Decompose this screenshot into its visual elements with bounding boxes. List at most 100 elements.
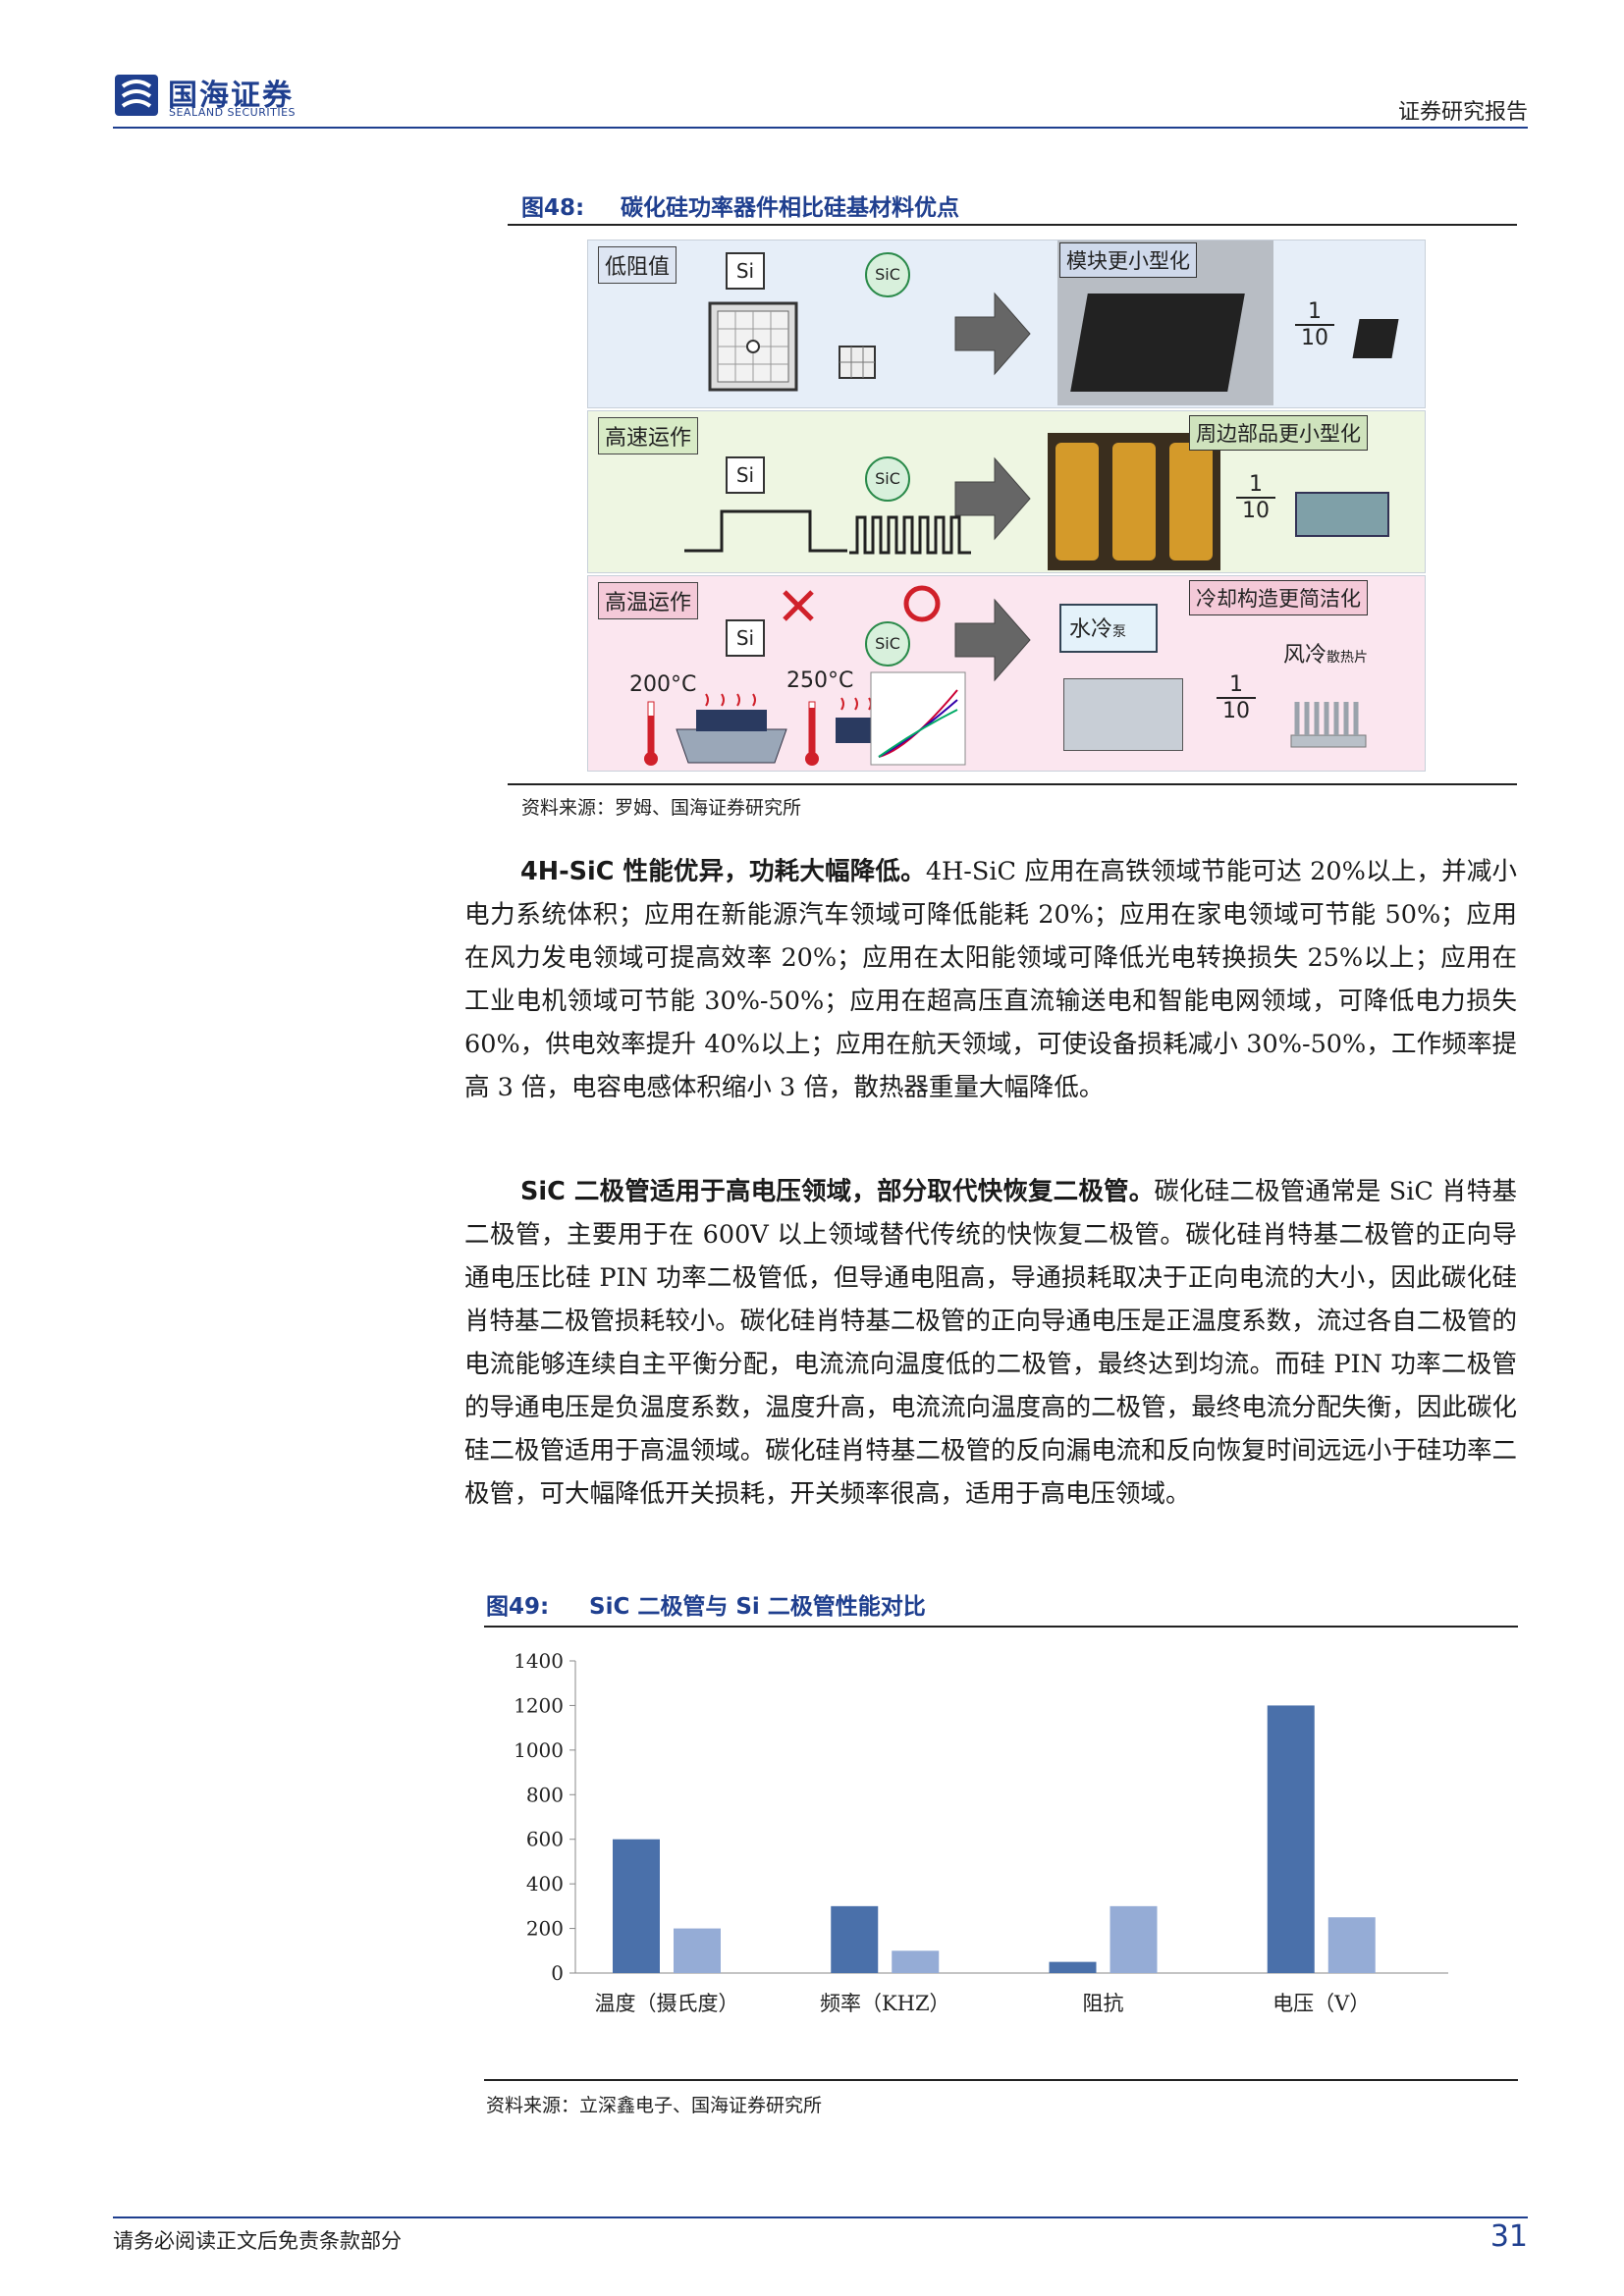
result-high-speed: 周边部品更小型化 xyxy=(1189,415,1368,451)
circle-mark-icon xyxy=(903,585,941,622)
report-type: 证券研究报告 xyxy=(1397,100,1528,125)
y-tick-label: 600 xyxy=(526,1828,564,1851)
figure48-title: 碳化硅功率器件相比硅基材料优点 xyxy=(621,195,959,221)
sic-chip-label: SiC xyxy=(865,621,910,667)
sic-vs-si-bar-chart: 0 200 400 600 800 1000 1200 1400 温度（摄氏度） 频率（KHZ） 阻… xyxy=(514,1649,1448,2015)
result-low-resistance: 模块更小型化 xyxy=(1059,242,1197,278)
x-category-label: 温度（摄氏度） xyxy=(595,1992,739,2015)
y-tick-label: 1200 xyxy=(514,1693,564,1717)
bar-series1-3 xyxy=(1049,1961,1097,1973)
row-label-low-resistance: 低阻值 xyxy=(598,246,677,284)
bar-series2-4 xyxy=(1327,1917,1376,1973)
water-cool-label: 水冷 xyxy=(1069,617,1113,642)
figure49-source: 资料来源：立深鑫电子、国海证券研究所 xyxy=(486,2095,823,2116)
si-temperature: 200°C xyxy=(629,672,697,697)
bar-series1-4 xyxy=(1267,1705,1315,1973)
brand-name-cn: 国海证券 xyxy=(168,79,294,113)
arrow-right-icon xyxy=(954,456,1031,541)
si-wafer-icon xyxy=(708,301,798,392)
bar-series2-3 xyxy=(1110,1905,1158,1973)
paragraph2-body: 碳化硅二极管通常是 SiC 肖特基二极管，主要用于在 600V 以上领域替代传统… xyxy=(464,1177,1517,1509)
figure49-bottom-rule xyxy=(484,2079,1518,2081)
thermometer-icon xyxy=(805,701,819,766)
paragraph-sic-performance: 4H-SiC 性能优异，功耗大幅降低。4H-SiC 应用在高铁领域节能可达 20… xyxy=(464,850,1517,1109)
ratio-bottom: 10 xyxy=(1217,697,1256,723)
figure48-row-high-temp: 高温运作 Si SiC 200°C 250°C 水冷泵 冷却构造更简洁化 xyxy=(587,575,1426,772)
figure49-top-rule xyxy=(484,1626,1518,1628)
small-inductor-photo xyxy=(1295,492,1389,537)
header-divider xyxy=(113,127,1528,129)
water-cooled-plate-photo xyxy=(1063,678,1183,751)
figure48-top-rule xyxy=(508,224,1517,226)
slow-pulse-waveform-icon xyxy=(684,509,847,553)
sic-die-icon xyxy=(839,346,876,379)
ratio-row1: 1 10 xyxy=(1295,299,1334,350)
coil-3 xyxy=(1169,443,1213,561)
ratio-top: 1 xyxy=(1249,472,1263,497)
ratio-row3: 1 10 xyxy=(1217,672,1256,723)
ratio-bottom: 10 xyxy=(1295,324,1334,350)
si-chip-label: Si xyxy=(726,619,765,657)
brand-logo: 国海证券 SEALAND SECURITIES xyxy=(113,71,339,122)
x-category-label: 频率（KHZ） xyxy=(820,1992,950,2015)
ratio-bottom: 10 xyxy=(1236,497,1275,523)
figure48-row-high-speed: 高速运作 Si SiC 周边部品更小型化 1 10 xyxy=(587,410,1426,573)
sealand-logo-icon xyxy=(115,75,158,116)
figure48-row-low-resistance: 低阻值 Si SiC 模块更小型化 1 10 xyxy=(587,240,1426,408)
footer-disclaimer: 请务必阅读正文后免责条款部分 xyxy=(113,2229,402,2253)
thermometer-icon xyxy=(644,701,658,766)
bar-series2-2 xyxy=(892,1950,940,1973)
ratio-top: 1 xyxy=(1308,299,1322,324)
paragraph-sic-diode: SiC 二极管适用于高电压领域，部分取代快恢复二极管。碳化硅二极管通常是 SiC… xyxy=(464,1170,1517,1516)
x-category-label: 电压（V） xyxy=(1272,1992,1370,2015)
sic-chip-label: SiC xyxy=(865,456,910,502)
paragraph1-lead: 4H-SiC 性能优异，功耗大幅降低。 xyxy=(520,857,926,886)
fast-pulse-waveform-icon xyxy=(849,515,971,555)
figure49-number: 图49: xyxy=(486,1594,550,1620)
result-high-temp: 冷却构造更简洁化 xyxy=(1189,580,1368,615)
pump-label: 泵 xyxy=(1112,624,1127,640)
y-tick-label: 1400 xyxy=(514,1649,564,1673)
module-body xyxy=(1070,294,1245,392)
paragraph2-lead: SiC 二极管适用于高电压领域，部分取代快恢复二极管。 xyxy=(520,1177,1155,1206)
y-tick-label: 1000 xyxy=(514,1738,564,1762)
page-number: 31 xyxy=(1489,2219,1528,2254)
coil-1 xyxy=(1056,443,1099,561)
heatsink-label: 散热片 xyxy=(1326,650,1369,666)
paragraph1-body: 4H-SiC 应用在高铁领域节能可达 20%以上，并减小电力系统体积；应用在新能… xyxy=(464,857,1517,1102)
x-category-label: 阻抗 xyxy=(1083,1992,1124,2015)
small-module-photo xyxy=(1352,319,1399,358)
sic-chip-label: SiC xyxy=(865,252,910,297)
air-cool-text: 风冷散热片 xyxy=(1283,637,1368,668)
si-chip-label: Si xyxy=(726,252,765,290)
footer-divider xyxy=(113,2216,1528,2218)
arrow-right-icon xyxy=(954,598,1031,682)
row-label-high-speed: 高速运作 xyxy=(598,417,699,454)
y-tick-label: 0 xyxy=(551,1961,564,1985)
si-heatsink-icon xyxy=(676,693,787,764)
cross-mark-icon xyxy=(783,590,814,621)
coil-2 xyxy=(1112,443,1156,561)
figure49-title: SiC 二极管与 Si 二极管性能对比 xyxy=(589,1594,926,1620)
bar-series1-2 xyxy=(831,1905,879,1973)
y-tick-label: 200 xyxy=(526,1917,564,1941)
water-cool-box: 水冷泵 xyxy=(1059,604,1158,653)
ratio-top: 1 xyxy=(1229,672,1243,697)
power-module-photo: 模块更小型化 xyxy=(1057,240,1273,405)
figure48-source: 资料来源：罗姆、国海证券研究所 xyxy=(521,797,802,819)
sic-temperature: 250°C xyxy=(786,668,854,693)
ratio-row2: 1 10 xyxy=(1236,472,1275,523)
air-cool-label: 风冷 xyxy=(1283,643,1327,667)
heatsink-fins-icon xyxy=(1290,702,1367,748)
row-label-high-temp: 高温运作 xyxy=(598,582,699,619)
inductor-photo xyxy=(1048,433,1220,570)
si-chip-label: Si xyxy=(726,456,765,494)
figure48-bottom-rule xyxy=(508,783,1517,785)
brand-name-en: SEALAND SECURITIES xyxy=(169,106,297,119)
arrow-right-icon xyxy=(954,292,1031,376)
y-tick-label: 400 xyxy=(526,1872,564,1896)
y-tick-label: 800 xyxy=(526,1783,564,1806)
bar-series1-1 xyxy=(613,1839,660,1973)
figure48-number: 图48: xyxy=(521,195,585,221)
sic-iv-curve-icon xyxy=(870,671,966,766)
